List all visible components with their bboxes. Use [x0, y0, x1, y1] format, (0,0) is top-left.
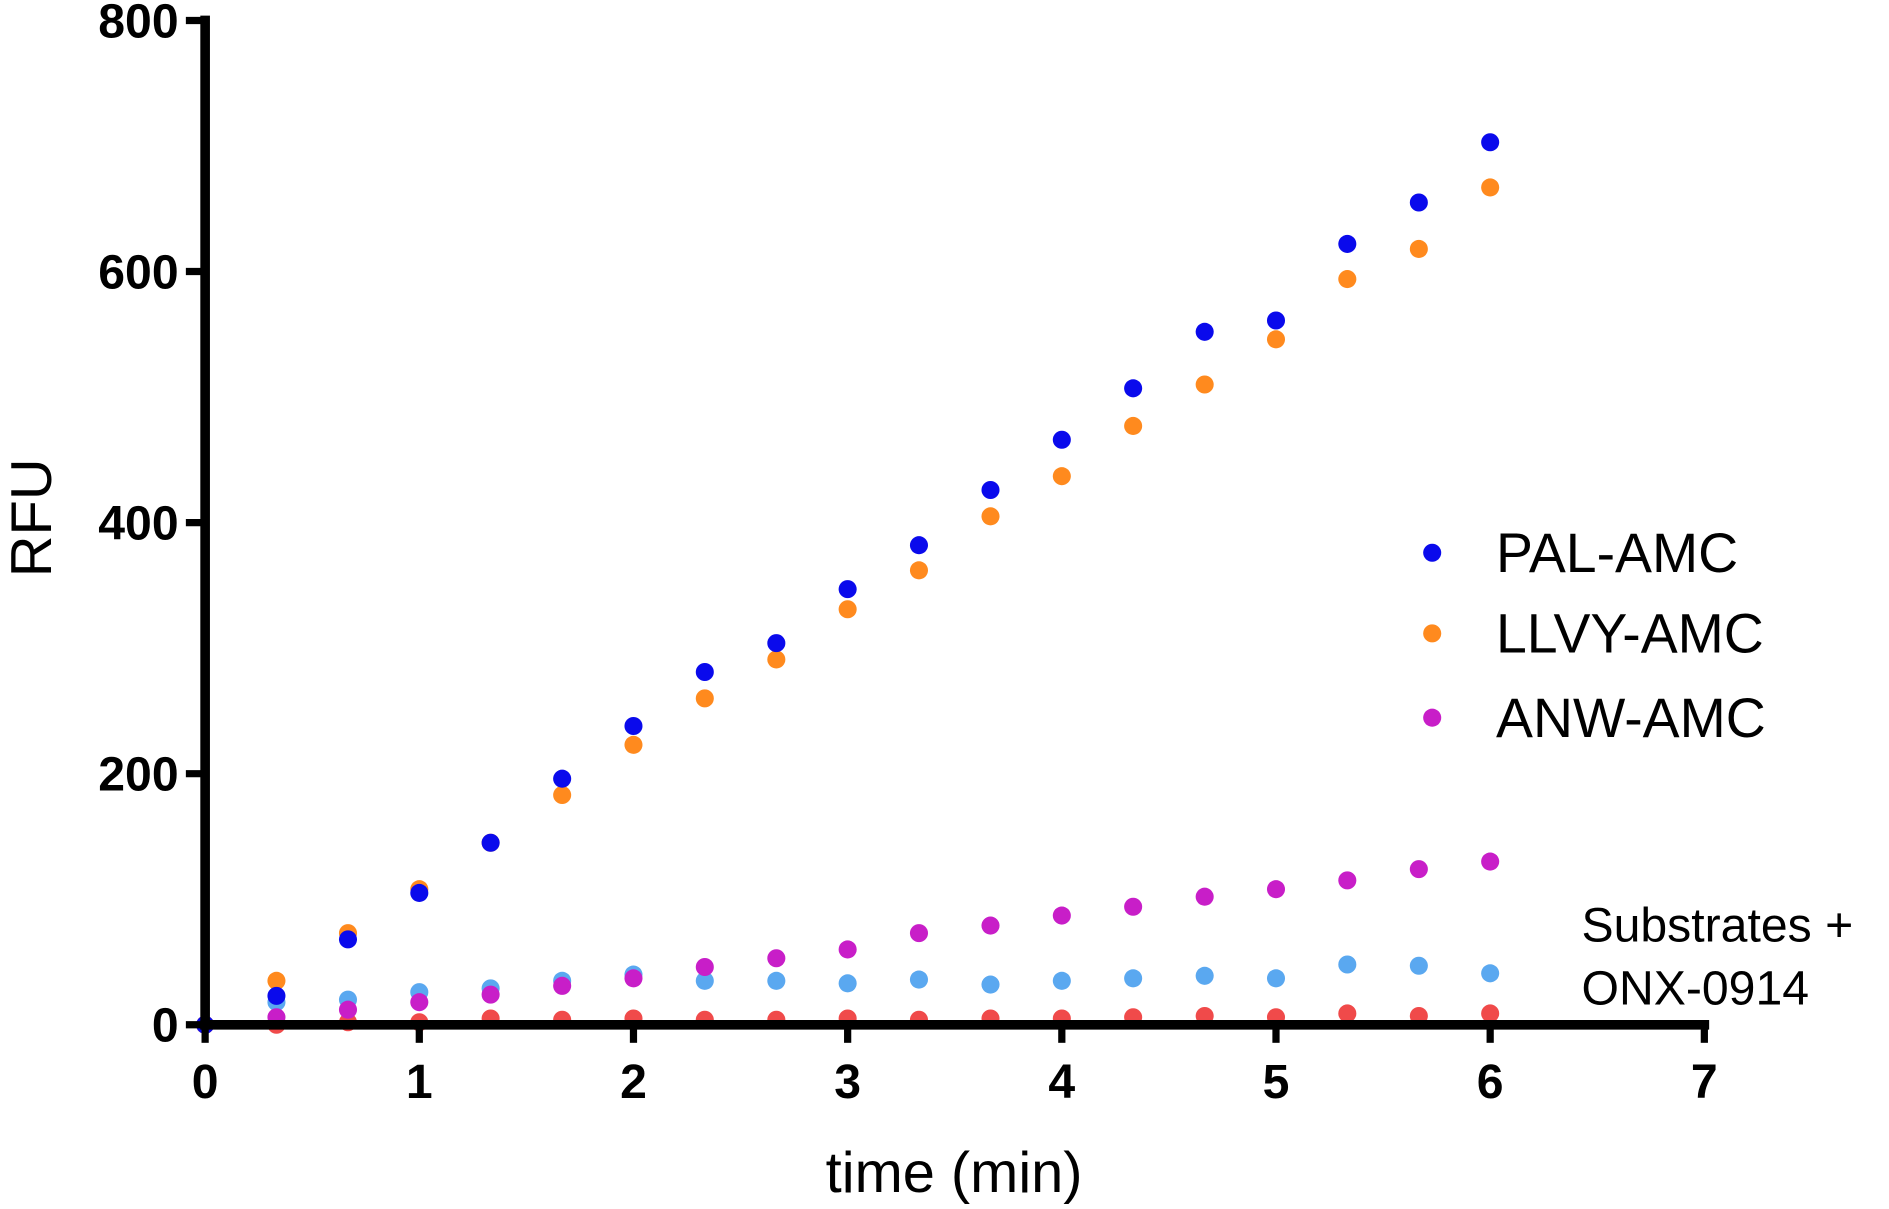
data-point — [1195, 375, 1214, 394]
data-point — [1338, 234, 1357, 253]
data-point — [1338, 955, 1357, 974]
data-point — [267, 971, 286, 990]
data-point — [1266, 311, 1286, 330]
y-tick-label: 600 — [98, 245, 178, 299]
x-tick-label: 0 — [192, 1055, 219, 1109]
data-point — [981, 480, 1000, 500]
data-point — [1052, 430, 1071, 449]
legend-marker — [1423, 543, 1442, 562]
data-point — [1195, 887, 1214, 906]
data-point — [838, 580, 857, 599]
data-point — [1124, 897, 1143, 916]
data-points — [196, 133, 1500, 1034]
data-point — [1052, 971, 1071, 990]
data-point — [1409, 193, 1428, 212]
x-tick-label: 6 — [1477, 1055, 1504, 1109]
data-point — [767, 650, 786, 669]
data-point — [695, 957, 714, 977]
y-tick-label: 200 — [98, 748, 178, 802]
data-point — [1195, 966, 1214, 985]
data-point — [1266, 880, 1286, 899]
annotation-line-1: Substrates + — [1582, 899, 1854, 953]
legend-label: PAL-AMC — [1496, 522, 1738, 584]
data-point — [1124, 379, 1143, 398]
axis-ticks: 0 1 2 3 4 5 6 7 0 200 400 600 800 — [98, 0, 1717, 1109]
data-point — [338, 930, 358, 949]
data-point — [624, 735, 643, 754]
data-point — [624, 969, 643, 988]
data-point — [838, 974, 857, 993]
x-tick-label: 5 — [1263, 1055, 1290, 1109]
data-point — [695, 662, 714, 682]
data-point — [1481, 178, 1500, 197]
y-axis-label: RFU — [0, 458, 64, 577]
data-point — [553, 769, 572, 788]
series-2 — [196, 852, 1500, 1034]
legend-marker — [1423, 708, 1442, 727]
data-point — [1266, 330, 1286, 349]
x-tick-label: 4 — [1048, 1055, 1075, 1109]
data-point — [1338, 1004, 1357, 1023]
data-point — [1409, 956, 1428, 975]
legend-label: ANW-AMC — [1496, 687, 1766, 749]
data-point — [981, 916, 1000, 935]
series-1 — [196, 178, 1500, 1034]
data-point — [767, 971, 786, 990]
y-tick-label: 800 — [98, 0, 178, 48]
data-point — [767, 634, 786, 653]
data-point — [981, 507, 1000, 526]
x-tick-label: 2 — [620, 1055, 647, 1109]
data-point — [1409, 239, 1428, 258]
data-point — [1481, 1004, 1500, 1023]
data-point — [695, 971, 714, 990]
data-point — [838, 940, 857, 959]
data-point — [981, 975, 1000, 994]
x-axis-label: time (min) — [826, 1141, 1083, 1205]
data-point — [909, 970, 929, 989]
data-point — [838, 600, 857, 619]
data-point — [267, 986, 286, 1005]
data-point — [1124, 416, 1143, 435]
series-0 — [196, 133, 1500, 1034]
data-point — [1481, 852, 1500, 871]
x-tick-label: 1 — [406, 1055, 433, 1109]
data-point — [481, 985, 500, 1004]
y-tick-label: 0 — [152, 999, 179, 1053]
data-point — [410, 883, 429, 902]
data-point — [553, 976, 572, 995]
data-point — [1409, 860, 1428, 879]
legend: PAL-AMC LLVY-AMC ANW-AMC — [1423, 522, 1766, 749]
x-tick-label: 3 — [834, 1055, 861, 1109]
data-point — [1338, 270, 1357, 289]
data-point — [410, 993, 429, 1012]
data-point — [338, 1000, 358, 1019]
data-point — [624, 716, 643, 736]
x-tick-label: 7 — [1691, 1055, 1718, 1109]
data-point — [553, 785, 572, 805]
data-point — [1481, 133, 1500, 152]
legend-marker — [1423, 624, 1442, 643]
data-point — [1266, 969, 1286, 988]
y-tick-label: 400 — [98, 496, 178, 550]
data-point — [1195, 322, 1214, 341]
data-point — [695, 689, 714, 708]
data-point — [909, 536, 929, 555]
data-point — [1052, 906, 1071, 925]
data-point — [1052, 467, 1071, 486]
data-point — [909, 561, 929, 580]
data-point — [909, 924, 929, 943]
data-point — [481, 833, 500, 852]
legend-label: LLVY-AMC — [1496, 603, 1764, 665]
data-point — [1338, 871, 1357, 890]
annotation-line-2: ONX-0914 — [1582, 961, 1810, 1015]
data-point — [1481, 964, 1500, 983]
data-point — [1124, 969, 1143, 988]
data-point — [767, 949, 786, 968]
